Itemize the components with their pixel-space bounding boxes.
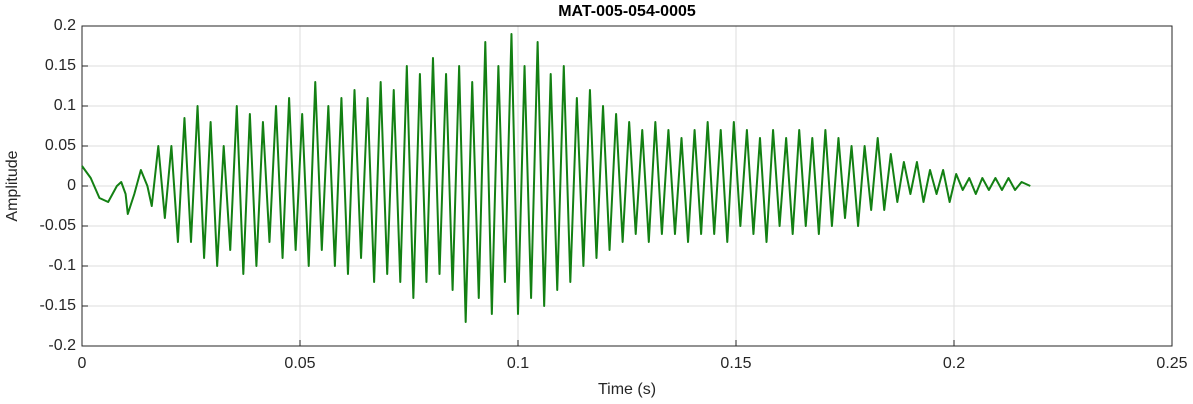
y-tick-label: -0.15 bbox=[40, 297, 77, 314]
x-tick-label: 0 bbox=[78, 355, 87, 372]
y-axis-label: Amplitude bbox=[4, 150, 21, 221]
y-tick-label: 0.15 bbox=[45, 57, 76, 74]
y-tick-label: 0.05 bbox=[45, 137, 76, 154]
x-tick-label: 0.05 bbox=[284, 355, 315, 372]
y-tick-label: -0.1 bbox=[48, 257, 76, 274]
x-tick-label: 0.1 bbox=[507, 355, 529, 372]
x-tick-label: 0.25 bbox=[1156, 355, 1187, 372]
x-axis-label: Time (s) bbox=[598, 381, 656, 398]
y-tick-label: 0 bbox=[67, 177, 76, 194]
x-tick-label: 0.2 bbox=[943, 355, 965, 372]
y-tick-label: 0.2 bbox=[54, 17, 76, 34]
plot-frame bbox=[81, 25, 1173, 347]
y-tick-label: -0.2 bbox=[48, 337, 76, 354]
y-tick-label: -0.05 bbox=[40, 217, 77, 234]
y-tick-label: 0.1 bbox=[54, 97, 76, 114]
signal-line bbox=[81, 33, 1031, 323]
chart-title: MAT-005-054-0005 bbox=[558, 3, 696, 20]
x-tick-label: 0.15 bbox=[720, 355, 751, 372]
